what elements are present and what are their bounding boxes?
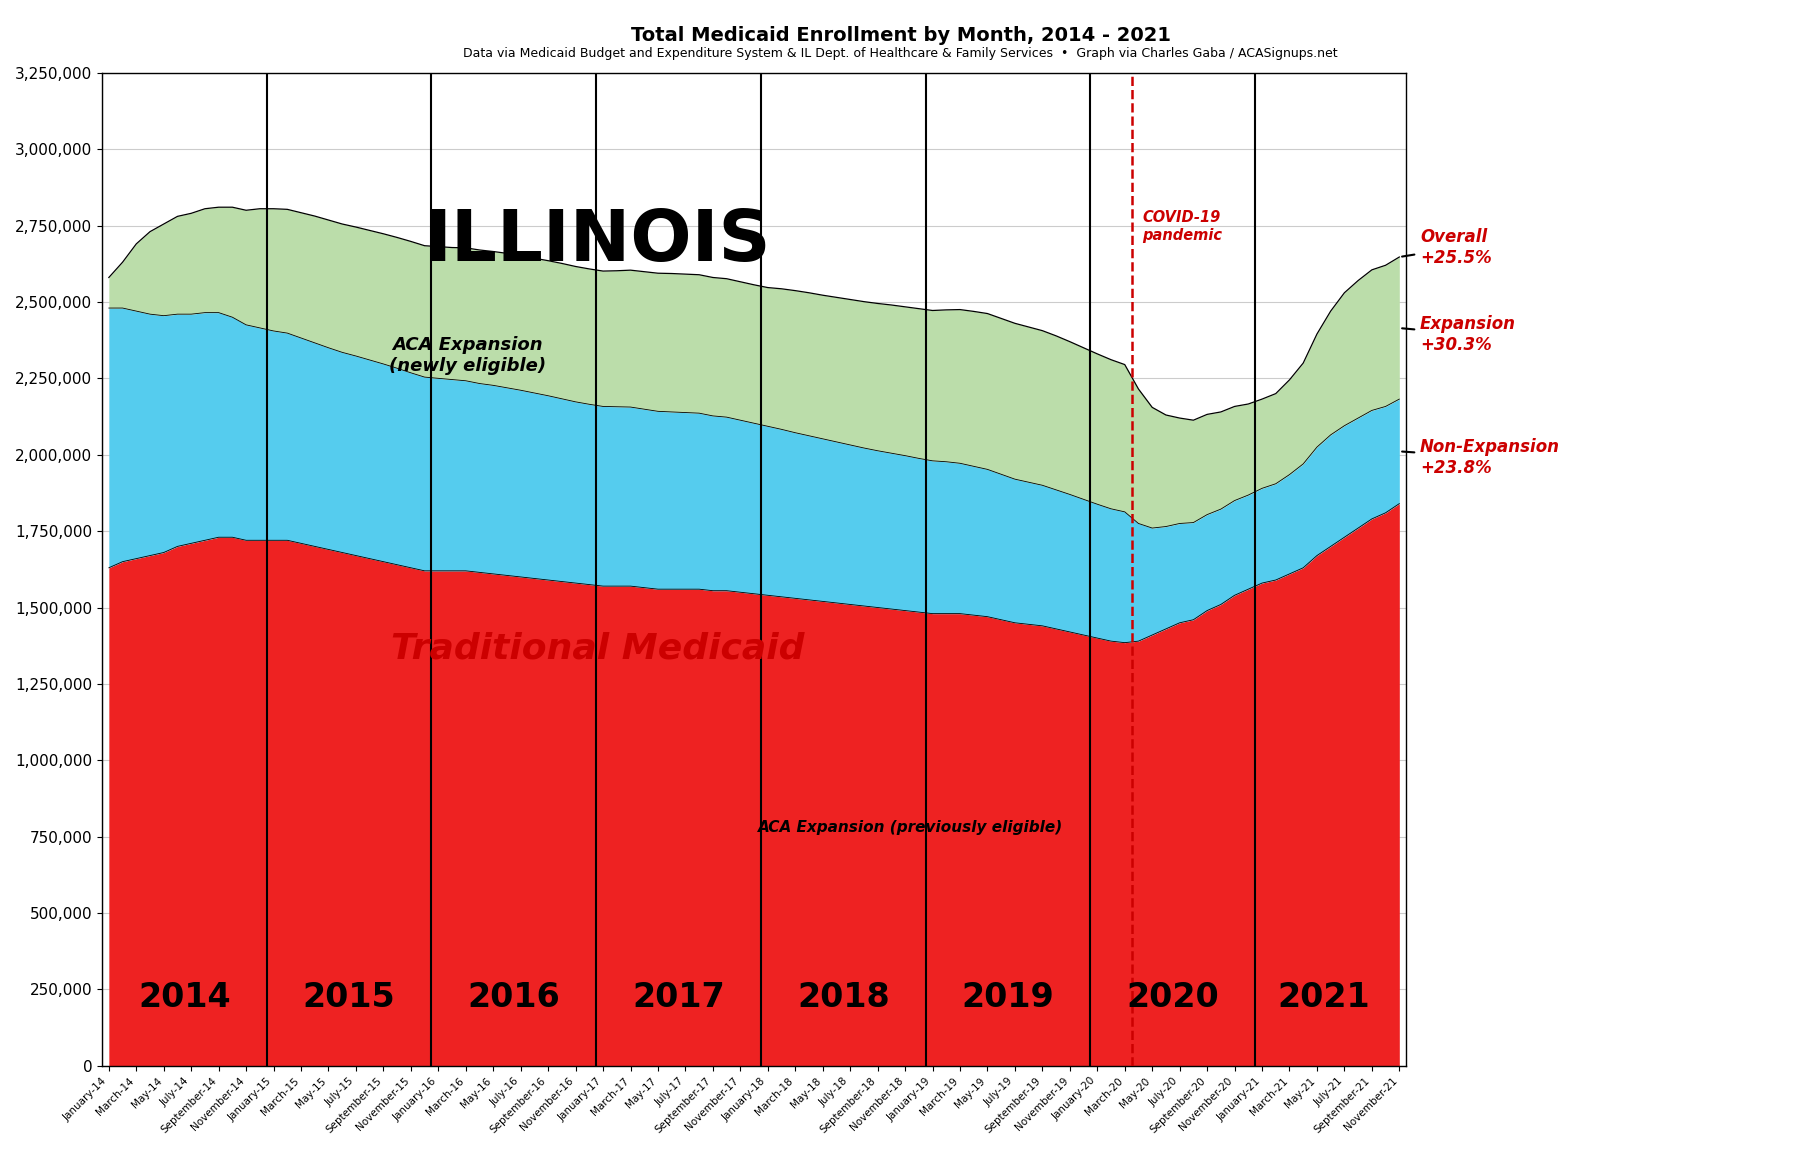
Text: 2021: 2021 (1277, 981, 1371, 1014)
Text: ACA Expansion
(newly eligible): ACA Expansion (newly eligible) (389, 337, 546, 375)
Text: Data via Medicaid Budget and Expenditure System & IL Dept. of Healthcare & Famil: Data via Medicaid Budget and Expenditure… (463, 47, 1338, 60)
Text: COVID-19
pandemic: COVID-19 pandemic (1142, 210, 1223, 243)
Text: Expansion
+30.3%: Expansion +30.3% (1403, 315, 1516, 353)
Text: 2015: 2015 (303, 981, 396, 1014)
Text: 2017: 2017 (632, 981, 726, 1014)
Text: 2019: 2019 (962, 981, 1054, 1014)
Text: 2020: 2020 (1126, 981, 1219, 1014)
Text: Overall
+25.5%: Overall +25.5% (1401, 229, 1491, 267)
Text: 2014: 2014 (139, 981, 231, 1014)
Text: Traditional Medicaid: Traditional Medicaid (391, 631, 805, 666)
Text: 2016: 2016 (468, 981, 560, 1014)
Text: 2018: 2018 (796, 981, 890, 1014)
Text: Total Medicaid Enrollment by Month, 2014 - 2021: Total Medicaid Enrollment by Month, 2014… (630, 26, 1171, 46)
Text: Non-Expansion
+23.8%: Non-Expansion +23.8% (1403, 438, 1560, 477)
Text: ILLINOIS: ILLINOIS (425, 207, 771, 276)
Text: ACA Expansion (previously eligible): ACA Expansion (previously eligible) (758, 820, 1063, 835)
